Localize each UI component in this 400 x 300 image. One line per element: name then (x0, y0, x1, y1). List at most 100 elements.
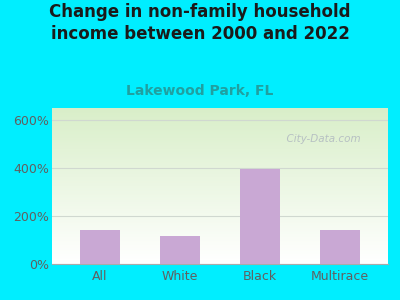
Bar (52, 114, 388, 115)
Bar (52, 207, 388, 208)
Bar (52, 225, 388, 226)
Bar (52, 215, 388, 216)
Bar (52, 189, 388, 190)
Bar (52, 223, 388, 224)
Bar (52, 205, 388, 206)
Bar (52, 137, 388, 138)
Bar (52, 110, 388, 111)
Bar (52, 126, 388, 127)
Bar (52, 235, 388, 236)
Bar (52, 249, 388, 250)
Bar (52, 242, 388, 243)
Bar (52, 116, 388, 117)
Bar (52, 170, 388, 171)
Bar (52, 244, 388, 245)
Bar (52, 168, 388, 169)
Bar (52, 208, 388, 209)
Bar (52, 255, 388, 256)
Bar (52, 239, 388, 240)
Bar (52, 243, 388, 244)
Bar (52, 125, 388, 126)
Bar (52, 164, 388, 165)
Bar (52, 141, 388, 142)
Bar (52, 175, 388, 176)
Bar (52, 150, 388, 151)
Bar (52, 182, 388, 183)
Bar (52, 113, 388, 114)
Bar (52, 262, 388, 263)
Bar (52, 118, 388, 119)
Bar (52, 155, 388, 156)
Bar (52, 256, 388, 257)
Bar (52, 156, 388, 157)
Bar (52, 200, 388, 201)
Bar (52, 199, 388, 200)
Bar (52, 227, 388, 228)
Bar (52, 203, 388, 204)
Bar (52, 163, 388, 164)
Bar (52, 245, 388, 246)
Bar (52, 260, 388, 261)
Bar (52, 185, 388, 186)
Bar (52, 186, 388, 187)
Bar (52, 176, 388, 177)
Text: City-Data.com: City-Data.com (280, 134, 361, 144)
Bar (52, 161, 388, 162)
Bar (52, 252, 388, 253)
Bar (52, 128, 388, 129)
Bar (52, 167, 388, 168)
Bar (52, 135, 388, 136)
Bar (52, 139, 388, 140)
Bar (52, 253, 388, 254)
Bar (52, 130, 388, 131)
Bar (52, 212, 388, 213)
Bar (52, 142, 388, 143)
Bar (52, 237, 388, 238)
Bar (52, 112, 388, 113)
Bar (52, 146, 388, 147)
Bar (52, 190, 388, 191)
Bar (320, 230, 360, 264)
Bar (52, 124, 388, 125)
Bar (52, 233, 388, 234)
Bar (52, 258, 388, 259)
Bar (52, 213, 388, 214)
Bar (52, 133, 388, 134)
Bar (52, 214, 388, 215)
Bar (52, 171, 388, 172)
Bar (52, 136, 388, 137)
Bar (52, 131, 388, 132)
Bar (52, 119, 388, 120)
Bar (52, 140, 388, 141)
Bar (52, 172, 388, 173)
Bar (52, 160, 388, 161)
Bar (52, 115, 388, 116)
Bar (52, 222, 388, 223)
Bar (52, 234, 388, 235)
Bar (52, 238, 388, 239)
Bar (52, 201, 388, 202)
Bar (52, 169, 388, 170)
Bar (52, 132, 388, 133)
Bar (52, 120, 388, 121)
Bar (52, 134, 388, 135)
Bar (52, 108, 388, 109)
Bar (52, 204, 388, 205)
Bar (52, 123, 388, 124)
Bar (52, 153, 388, 154)
Bar (52, 228, 388, 229)
Bar (52, 246, 388, 247)
Bar (52, 250, 388, 251)
Bar (52, 129, 388, 130)
Bar (52, 173, 388, 174)
Bar (52, 197, 388, 198)
Bar (52, 206, 388, 207)
Bar (52, 211, 388, 212)
Bar (80, 230, 120, 264)
Bar (52, 127, 388, 128)
Bar (52, 122, 388, 123)
Bar (52, 241, 388, 242)
Bar (52, 218, 388, 219)
Bar (52, 219, 388, 220)
Bar (160, 236, 200, 264)
